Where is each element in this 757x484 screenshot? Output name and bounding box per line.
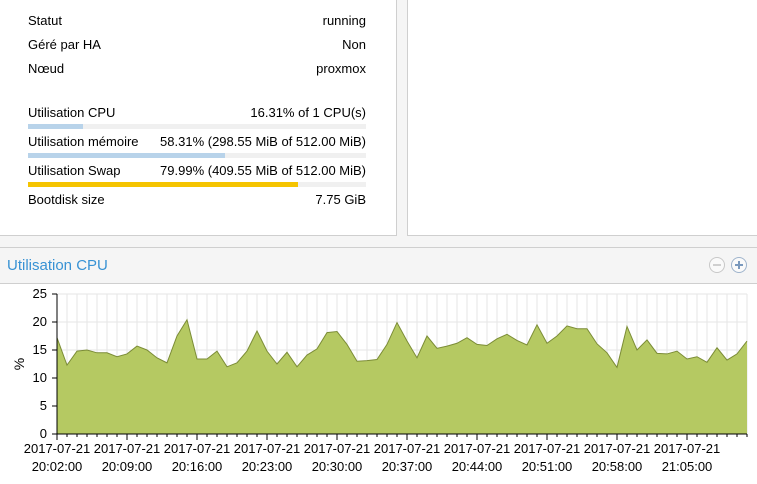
y-axis-label: %: [11, 358, 27, 370]
bootdisk-label: Bootdisk size: [28, 192, 105, 207]
x-tick-label-time: 20:58:00: [592, 459, 643, 474]
x-tick-label-date: 2017-07-21: [94, 441, 161, 456]
x-tick-label-date: 2017-07-21: [304, 441, 371, 456]
x-tick-label-time: 20:44:00: [452, 459, 503, 474]
x-tick-label-date: 2017-07-21: [164, 441, 231, 456]
status-value: running: [322, 13, 366, 28]
x-tick-label-time: 20:16:00: [172, 459, 223, 474]
ha-row: Géré par HA Non: [28, 37, 366, 55]
x-tick-label-time: 20:02:00: [32, 459, 83, 474]
cpu-chart-title: Utilisation CPU: [7, 257, 108, 274]
y-tick-label: 25: [33, 286, 47, 301]
memory-usage-bar-fill: [28, 153, 226, 158]
x-tick-label-time: 20:51:00: [522, 459, 573, 474]
y-tick-label: 0: [40, 426, 47, 441]
x-tick-label-time: 20:30:00: [312, 459, 363, 474]
node-row: Nœud proxmox: [28, 61, 366, 79]
memory-usage-value: 58.31% (298.55 MiB of 512.00 MiB): [160, 134, 366, 149]
y-tick-label: 10: [33, 370, 47, 385]
x-tick-label-date: 2017-07-21: [654, 441, 721, 456]
ha-label: Géré par HA: [28, 37, 101, 52]
x-tick-label-time: 20:09:00: [102, 459, 153, 474]
cpu-usage-bar-fill: [28, 124, 84, 129]
x-tick-label-date: 2017-07-21: [24, 441, 91, 456]
y-tick-label: 20: [33, 314, 47, 329]
cpu-chart: 0510152025%2017-07-2120:02:002017-07-212…: [11, 286, 748, 474]
node-value: proxmox: [316, 61, 366, 76]
swap-usage-bar: [28, 182, 366, 187]
swap-usage-bar-fill: [28, 182, 299, 187]
x-tick-label-date: 2017-07-21: [374, 441, 441, 456]
memory-usage-bar: [28, 153, 366, 158]
cpu-chart-header: Utilisation CPU: [0, 248, 757, 284]
status-panel: Statut running Géré par HA Non Nœud prox…: [0, 0, 397, 236]
memory-usage-row: Utilisation mémoire 58.31% (298.55 MiB o…: [28, 134, 366, 152]
status-row: Statut running: [28, 13, 366, 31]
status-label: Statut: [28, 13, 62, 28]
cpu-usage-value: 16.31% of 1 CPU(s): [250, 105, 366, 120]
swap-usage-label: Utilisation Swap: [28, 163, 121, 178]
cpu-usage-label: Utilisation CPU: [28, 105, 116, 120]
x-tick-label-date: 2017-07-21: [444, 441, 511, 456]
ha-value: Non: [342, 37, 366, 52]
x-tick-label-time: 21:05:00: [662, 459, 713, 474]
bootdisk-row: Bootdisk size 7.75 GiB: [28, 192, 366, 210]
memory-usage-label: Utilisation mémoire: [28, 134, 139, 149]
zoom-out-icon[interactable]: [709, 257, 725, 273]
zoom-in-icon[interactable]: [731, 257, 747, 273]
x-tick-label-date: 2017-07-21: [514, 441, 581, 456]
y-tick-label: 5: [40, 398, 47, 413]
x-tick-label-date: 2017-07-21: [234, 441, 301, 456]
node-label: Nœud: [28, 61, 65, 76]
cpu-area: [57, 319, 747, 434]
y-tick-label: 15: [33, 342, 47, 357]
notes-panel: [407, 0, 757, 236]
cpu-usage-row: Utilisation CPU 16.31% of 1 CPU(s): [28, 105, 366, 123]
swap-usage-row: Utilisation Swap 79.99% (409.55 MiB of 5…: [28, 163, 366, 181]
swap-usage-value: 79.99% (409.55 MiB of 512.00 MiB): [160, 163, 366, 178]
x-tick-label-date: 2017-07-21: [584, 441, 651, 456]
x-tick-label-time: 20:23:00: [242, 459, 293, 474]
cpu-usage-bar: [28, 124, 366, 129]
cpu-line: [56, 318, 748, 369]
x-tick-label-time: 20:37:00: [382, 459, 433, 474]
bootdisk-value: 7.75 GiB: [315, 192, 366, 207]
